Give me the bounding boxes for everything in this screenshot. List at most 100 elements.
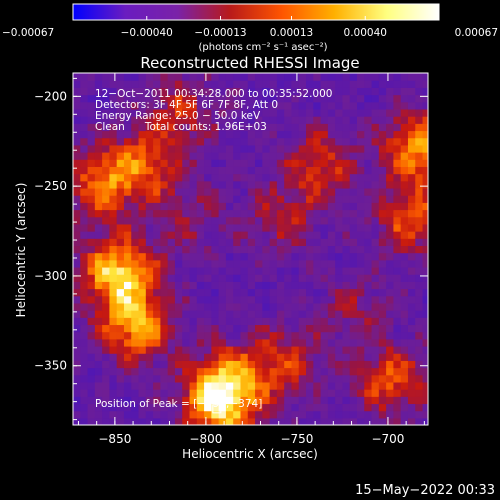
- heatmap-cell: [422, 87, 428, 96]
- heatmap-cell: [269, 101, 278, 110]
- heatmap-cell: [189, 166, 198, 175]
- heatmap-cell: [211, 360, 220, 369]
- heatmap-cell: [342, 288, 351, 297]
- heatmap-cell: [284, 80, 293, 88]
- heatmap-cell: [349, 274, 358, 282]
- heatmap-cell: [276, 403, 285, 412]
- heatmap-cell: [320, 374, 329, 383]
- heatmap-cell: [145, 73, 154, 81]
- heatmap-cell: [138, 180, 147, 189]
- heatmap-cell: [145, 137, 154, 146]
- heatmap-cell: [357, 73, 365, 81]
- heatmap-cell: [233, 166, 242, 175]
- heatmap-cell: [116, 137, 125, 146]
- heatmap-cell: [371, 295, 380, 304]
- heatmap-cell: [240, 281, 249, 290]
- heatmap-cell: [400, 410, 409, 419]
- heatmap-cell: [94, 130, 103, 139]
- heatmap-cell: [116, 360, 125, 369]
- heatmap-cell: [240, 195, 249, 203]
- heatmap-cell: [393, 266, 402, 275]
- heatmap-cell: [233, 274, 242, 282]
- heatmap-cell: [342, 403, 351, 412]
- heatmap-cell: [269, 367, 278, 376]
- heatmap-cell: [371, 281, 380, 290]
- heatmap-cell: [196, 281, 205, 290]
- heatmap-cell: [204, 159, 212, 167]
- heatmap-cell: [153, 331, 161, 340]
- heatmap-cell: [196, 195, 205, 203]
- heatmap-cell: [291, 310, 300, 318]
- heatmap-cell: [123, 116, 132, 124]
- heatmap-cell: [342, 374, 351, 383]
- heatmap-cell: [145, 144, 154, 153]
- heatmap-cell: [349, 116, 358, 124]
- heatmap-cell: [109, 108, 118, 117]
- heatmap-cell: [349, 94, 358, 103]
- heatmap-cell: [291, 331, 300, 340]
- heatmap-cell: [240, 94, 249, 103]
- heatmap-cell: [342, 302, 351, 311]
- heatmap-cell: [131, 266, 140, 275]
- heatmap-cell: [153, 274, 161, 282]
- heatmap-cell: [233, 202, 242, 211]
- heatmap-cell: [218, 310, 227, 318]
- heatmap-cell: [145, 173, 154, 182]
- heatmap-cell: [240, 345, 249, 354]
- heatmap-cell: [94, 101, 103, 110]
- heatmap-cell: [342, 353, 351, 361]
- heatmap-cell: [153, 202, 161, 211]
- heatmap-cell: [313, 195, 322, 203]
- heatmap-cell: [335, 266, 344, 275]
- heatmap-cell: [371, 231, 380, 239]
- heatmap-cell: [94, 209, 103, 218]
- heatmap-cell: [342, 123, 351, 132]
- heatmap-cell: [255, 338, 263, 347]
- heatmap-cell: [364, 202, 373, 211]
- heatmap-cell: [189, 281, 198, 290]
- heatmap-cell: [138, 288, 147, 297]
- heatmap-cell: [109, 180, 118, 189]
- heatmap-cell: [335, 187, 344, 196]
- heatmap-cell: [284, 123, 293, 132]
- heatmap-cell: [407, 288, 416, 297]
- heatmap-cell: [371, 389, 380, 397]
- heatmap-cell: [269, 231, 278, 239]
- heatmap-cell: [94, 417, 103, 425]
- heatmap-cell: [233, 367, 242, 376]
- heatmap-cell: [204, 101, 212, 110]
- heatmap-cell: [73, 94, 81, 103]
- heatmap-cell: [174, 310, 183, 318]
- heatmap-cell: [269, 80, 278, 88]
- heatmap-cell: [335, 195, 344, 203]
- heatmap-cell: [386, 374, 395, 383]
- heatmap-cell: [218, 324, 227, 333]
- heatmap-cell: [415, 108, 424, 117]
- heatmap-cell: [327, 396, 336, 405]
- heatmap-cell: [306, 216, 314, 225]
- heatmap-cell: [211, 80, 220, 88]
- heatmap-cell: [422, 403, 428, 412]
- heatmap-cell: [306, 396, 314, 405]
- heatmap-cell: [335, 367, 344, 376]
- heatmap-cell: [211, 252, 220, 261]
- heatmap-cell: [80, 266, 89, 275]
- heatmap-cell: [189, 101, 198, 110]
- heatmap-cell: [174, 396, 183, 405]
- heatmap-cell: [364, 144, 373, 153]
- heatmap-cell: [94, 152, 103, 160]
- heatmap-cell: [335, 209, 344, 218]
- heatmap-cell: [364, 216, 373, 225]
- heatmap-cell: [262, 288, 271, 297]
- heatmap-cell: [174, 144, 183, 153]
- heatmap-cell: [276, 187, 285, 196]
- heatmap-cell: [204, 360, 212, 369]
- heatmap-cell: [109, 173, 118, 182]
- heatmap-cell: [240, 116, 249, 124]
- y-axis-label: Heliocentric Y (arcsec): [14, 183, 28, 318]
- heatmap-cell: [255, 159, 263, 167]
- heatmap-cell: [407, 130, 416, 139]
- heatmap-cell: [400, 216, 409, 225]
- heatmap-cell: [240, 238, 249, 247]
- heatmap-cell: [233, 80, 242, 88]
